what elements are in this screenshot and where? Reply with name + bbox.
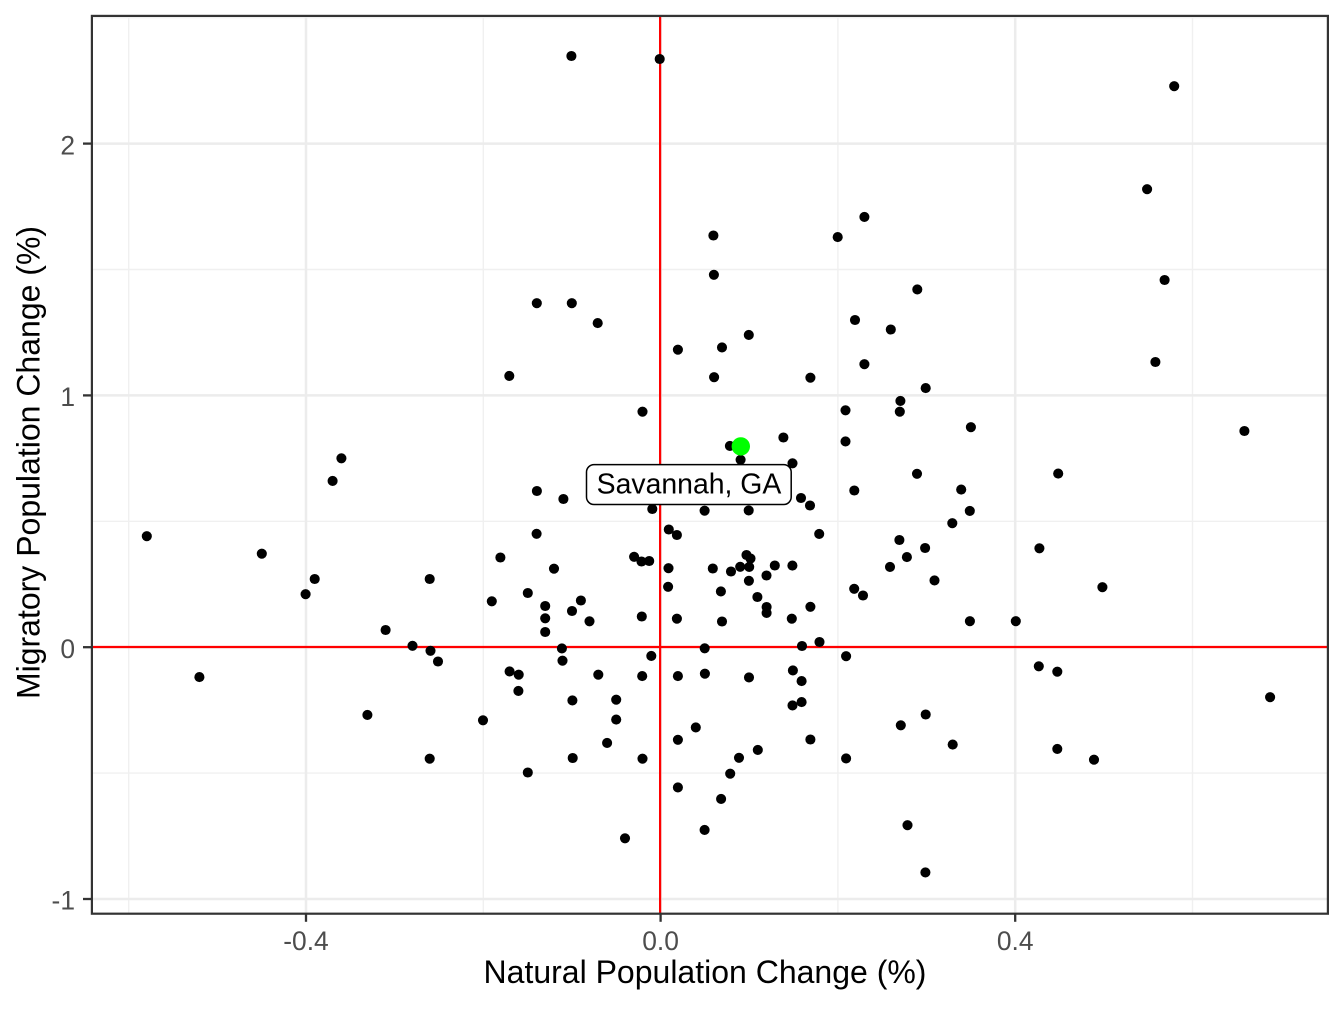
svg-text:0.4: 0.4: [997, 926, 1034, 956]
svg-text:0: 0: [60, 634, 75, 664]
svg-text:Natural Population Change (%): Natural Population Change (%): [484, 954, 927, 990]
svg-text:2: 2: [60, 130, 75, 160]
svg-text:-0.4: -0.4: [283, 926, 328, 956]
svg-text:-1: -1: [52, 886, 75, 916]
svg-text:Migratory Population Change (%: Migratory Population Change (%): [10, 226, 46, 699]
svg-text:0.0: 0.0: [642, 926, 679, 956]
svg-text:Savannah, GA: Savannah, GA: [597, 469, 782, 501]
svg-text:1: 1: [60, 382, 75, 412]
